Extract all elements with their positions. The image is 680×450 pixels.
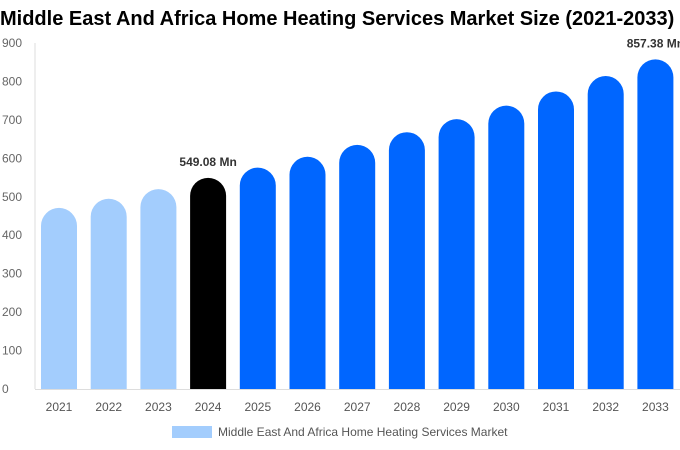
bar-2023 <box>140 189 177 389</box>
y-tick-label: 800 <box>2 74 22 88</box>
y-tick-label: 700 <box>2 113 22 127</box>
x-tick-label: 2030 <box>493 400 520 414</box>
x-tick-label: 2032 <box>592 400 619 414</box>
bar-2022 <box>90 198 127 389</box>
y-tick-label: 300 <box>2 267 22 281</box>
legend-swatch <box>172 426 212 438</box>
y-tick-label: 600 <box>2 151 22 165</box>
data-label-2024: 549.08 Mn <box>179 155 236 169</box>
x-tick-label: 2023 <box>145 400 172 414</box>
x-tick-label: 2021 <box>46 400 73 414</box>
bar-2024 <box>190 177 227 389</box>
y-tick-label: 500 <box>2 190 22 204</box>
x-tick-label: 2025 <box>244 400 271 414</box>
y-tick-label: 900 <box>2 36 22 50</box>
bar-2025 <box>239 167 276 389</box>
x-tick-label: 2026 <box>294 400 321 414</box>
x-tick-label: 2028 <box>394 400 421 414</box>
x-tick-label: 2022 <box>95 400 122 414</box>
bar-2028 <box>388 132 425 390</box>
bar-2031 <box>538 91 574 390</box>
x-tick-label: 2031 <box>543 400 570 414</box>
y-tick-label: 100 <box>2 344 22 358</box>
x-tick-label: 2033 <box>642 400 669 414</box>
bar-2030 <box>488 105 525 390</box>
data-label-2033: 857.38 Mn <box>627 36 680 50</box>
bar-2029 <box>438 119 475 389</box>
bar-2021 <box>41 207 77 389</box>
y-tick-label: 0 <box>2 382 9 396</box>
x-tick-label: 2024 <box>195 400 222 414</box>
legend-label: Middle East And Africa Home Heating Serv… <box>218 425 508 439</box>
bar-2033 <box>637 59 674 390</box>
bar-2026 <box>289 156 326 389</box>
bar-2027 <box>339 144 376 389</box>
x-tick-label: 2027 <box>344 400 371 414</box>
legend: Middle East And Africa Home Heating Serv… <box>172 425 507 439</box>
bar-2032 <box>587 76 624 389</box>
y-tick-label: 400 <box>2 228 22 242</box>
y-tick-label: 200 <box>2 305 22 319</box>
chart-title: Middle East And Africa Home Heating Serv… <box>0 8 675 30</box>
x-tick-label: 2029 <box>443 400 470 414</box>
